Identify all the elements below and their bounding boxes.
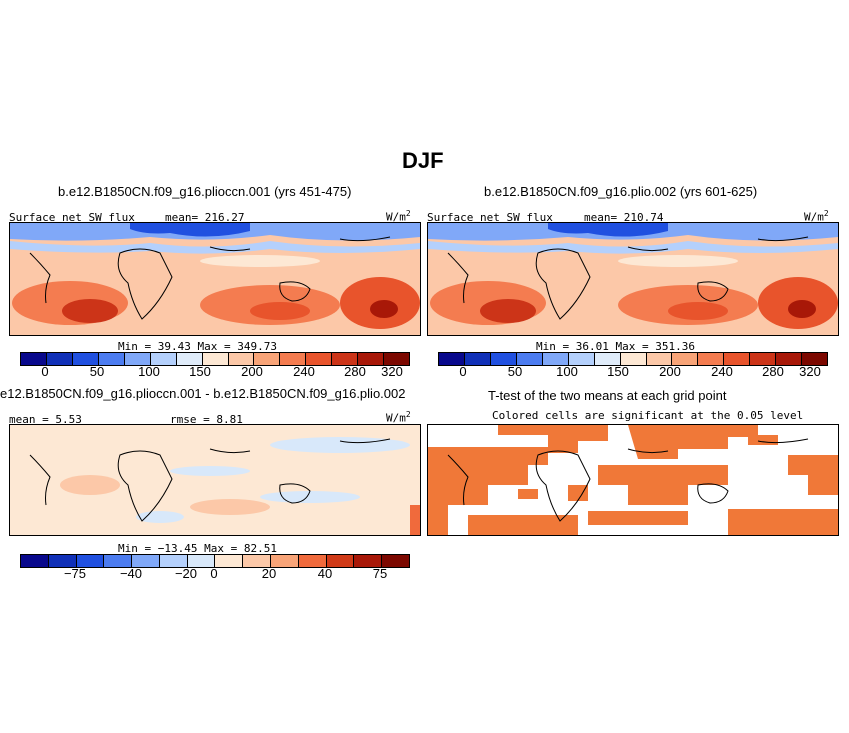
panel2-map: [427, 222, 839, 336]
colorbar-swatch: [490, 353, 517, 365]
colorbar-swatch: [516, 353, 543, 365]
panel1-colorbar-labels: 0 50 100 150 200 240 280 320: [20, 364, 408, 380]
colorbar-swatch: [202, 353, 229, 365]
colorbar-swatch: [382, 555, 409, 567]
panel3-colorbar-labels: −75 −40 −20 0 20 40 75: [20, 566, 408, 582]
colorbar-swatch: [48, 555, 77, 567]
colorbar-swatch: [306, 353, 333, 365]
colorbar-swatch: [176, 353, 203, 365]
panel2-units: W/m2: [804, 209, 829, 224]
colorbar-label: −75: [63, 566, 87, 581]
panel1-colorbar: [20, 352, 410, 366]
colorbar-label: 200: [241, 364, 263, 379]
panel4-title: T-test of the two means at each grid poi…: [488, 388, 727, 403]
colorbar-label: 100: [556, 364, 578, 379]
panel1-minmax: Min = 39.43 Max = 349.73: [118, 340, 277, 353]
page-title: DJF: [402, 148, 444, 173]
colorbar-swatch: [776, 353, 803, 365]
panel2-colorbar: [438, 352, 828, 366]
colorbar-swatch: [672, 353, 699, 365]
panel3-minmax: Min = −13.45 Max = 82.51: [118, 542, 277, 555]
panel1-units: W/m2: [386, 209, 411, 224]
colorbar-label: −20: [174, 566, 198, 581]
colorbar-swatch: [354, 555, 383, 567]
colorbar-swatch: [46, 353, 73, 365]
colorbar-swatch: [215, 555, 244, 567]
colorbar-label: 320: [381, 364, 403, 379]
colorbar-swatch: [646, 353, 673, 365]
panel3-mean: mean = 5.53: [9, 413, 82, 426]
panel1-variable: Surface net SW flux: [9, 211, 135, 224]
panel3-title: e12.B1850CN.f09_g16.plioccn.001 - b.e12.…: [0, 386, 406, 401]
colorbar-label: 40: [317, 566, 333, 581]
colorbar-swatch: [332, 353, 359, 365]
colorbar-swatch: [104, 555, 133, 567]
colorbar-swatch: [280, 353, 307, 365]
colorbar-label: 0: [41, 364, 49, 379]
colorbar-label: 20: [261, 566, 277, 581]
colorbar-swatch: [132, 555, 160, 567]
colorbar-swatch: [464, 353, 491, 365]
colorbar-label: 150: [189, 364, 211, 379]
panel1-map: [9, 222, 421, 336]
colorbar-label: 50: [89, 364, 105, 379]
colorbar-swatch: [228, 353, 255, 365]
colorbar-swatch: [594, 353, 621, 365]
colorbar-label: 240: [293, 364, 315, 379]
colorbar-label: 0: [210, 566, 218, 581]
colorbar-label: 100: [138, 364, 160, 379]
colorbar-label: 0: [459, 364, 467, 379]
colorbar-swatch: [150, 353, 177, 365]
colorbar-swatch: [124, 353, 151, 365]
colorbar-swatch: [542, 353, 569, 365]
colorbar-label: 200: [659, 364, 681, 379]
colorbar-swatch: [254, 353, 281, 365]
panel3-units: W/m2: [386, 410, 411, 425]
panel2-minmax: Min = 36.01 Max = 351.36: [536, 340, 695, 353]
colorbar-swatch: [98, 353, 125, 365]
colorbar-swatch: [159, 555, 188, 567]
colorbar-swatch: [802, 353, 828, 365]
colorbar-swatch: [21, 555, 49, 567]
colorbar-swatch: [72, 353, 99, 365]
colorbar-swatch: [271, 555, 299, 567]
colorbar-swatch: [724, 353, 751, 365]
colorbar-label: 75: [372, 566, 388, 581]
panel3-map: [9, 424, 421, 536]
colorbar-swatch: [358, 353, 385, 365]
panel4-subtitle: Colored cells are significant at the 0.0…: [492, 409, 804, 422]
panel4-map: [427, 424, 839, 536]
colorbar-label: 50: [507, 364, 523, 379]
colorbar-swatch: [439, 353, 465, 365]
colorbar-swatch: [187, 555, 216, 567]
colorbar-swatch: [76, 555, 105, 567]
colorbar-label: 320: [799, 364, 821, 379]
colorbar-swatch: [568, 353, 595, 365]
panel1-title: b.e12.B1850CN.f09_g16.plioccn.001 (yrs 4…: [58, 184, 352, 199]
panel2-colorbar-labels: 0 50 100 150 200 240 280 320: [438, 364, 826, 380]
colorbar-swatch: [698, 353, 725, 365]
colorbar-label: 240: [711, 364, 733, 379]
colorbar-swatch: [243, 555, 272, 567]
panel3-colorbar: [20, 554, 410, 568]
colorbar-label: 150: [607, 364, 629, 379]
colorbar-swatch: [326, 555, 355, 567]
panel3-rmse: rmse = 8.81: [170, 413, 243, 426]
colorbar-swatch: [384, 353, 410, 365]
colorbar-swatch: [298, 555, 327, 567]
colorbar-label: 280: [762, 364, 784, 379]
colorbar-swatch: [620, 353, 647, 365]
panel2-mean: mean= 210.74: [584, 211, 664, 224]
panel1-mean: mean= 216.27: [165, 211, 245, 224]
panel2-title: b.e12.B1850CN.f09_g16.plio.002 (yrs 601-…: [484, 184, 758, 199]
colorbar-label: 280: [344, 364, 366, 379]
colorbar-label: −40: [119, 566, 143, 581]
panel2-variable: Surface net SW flux: [427, 211, 553, 224]
colorbar-swatch: [750, 353, 777, 365]
colorbar-swatch: [21, 353, 47, 365]
